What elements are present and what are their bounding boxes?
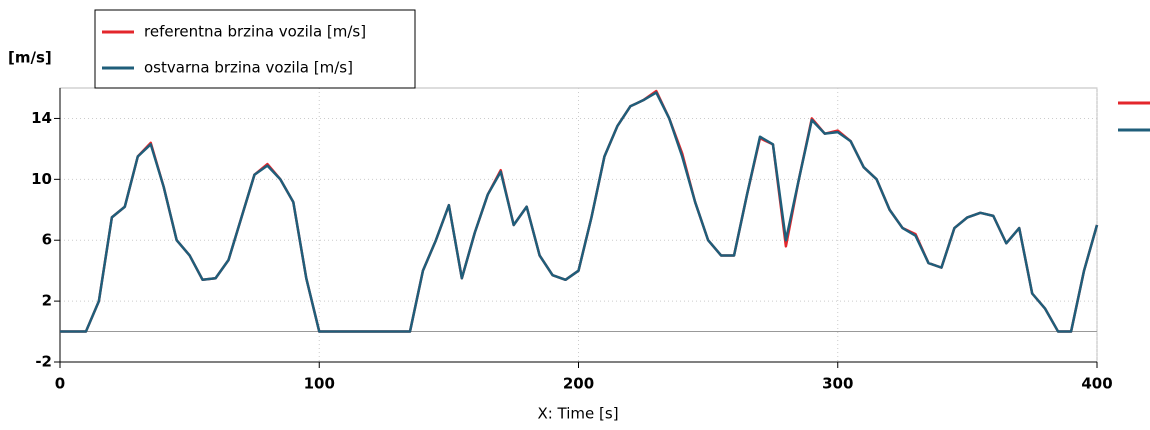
x-tick-label: 200 — [563, 375, 594, 393]
line — [60, 91, 1099, 333]
legend-box — [94, 9, 416, 89]
y-tick-label: 6 — [42, 231, 52, 249]
y-tick-label: 10 — [31, 170, 52, 188]
x-tick-label: 0 — [55, 375, 65, 393]
legend-label: referentna brzina vozila [m/s] — [144, 23, 366, 41]
y-tick-label: 14 — [31, 109, 52, 127]
x-axis-label: X: Time [s] — [537, 405, 618, 423]
y-tick-label: -2 — [35, 353, 52, 371]
x-tick-label: 100 — [304, 375, 335, 393]
y-tick-label: 2 — [42, 292, 52, 310]
x-tick-label: 400 — [1081, 375, 1112, 393]
y-axis-label: [m/s] — [8, 49, 52, 67]
legend-label: ostvarna brzina vozila [m/s] — [144, 59, 353, 77]
x-tick-label: 300 — [822, 375, 853, 393]
